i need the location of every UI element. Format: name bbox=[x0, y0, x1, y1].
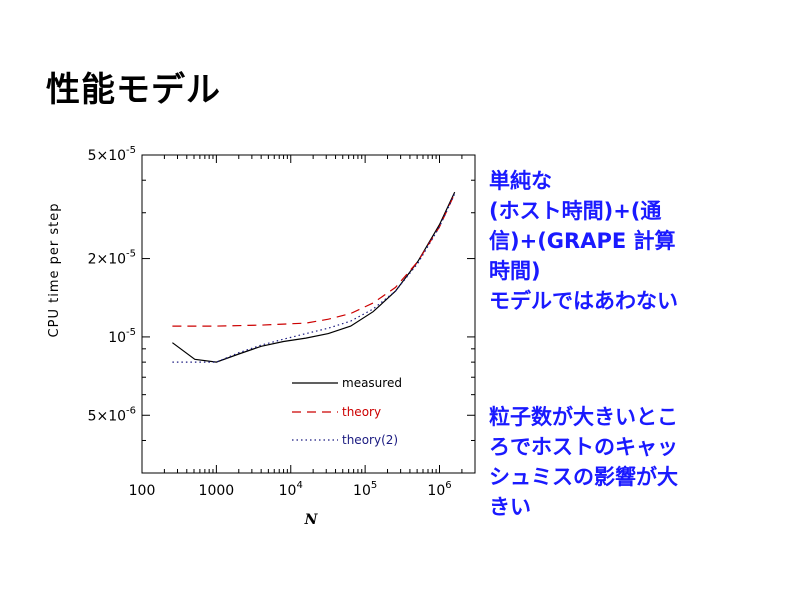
legend-label: measured bbox=[342, 376, 402, 390]
legend-label: theory(2) bbox=[342, 433, 398, 447]
series-measured-line bbox=[172, 191, 456, 363]
y-tick-label: 5×10-5 bbox=[88, 145, 136, 164]
x-tick-label: 104 bbox=[279, 480, 303, 499]
x-tick-label: 106 bbox=[427, 480, 451, 499]
series-lines bbox=[172, 191, 456, 363]
x-tick-label: 105 bbox=[353, 480, 377, 499]
x-axis-label: N bbox=[304, 512, 319, 528]
series-theory(2)-line bbox=[172, 193, 456, 363]
note-model-mismatch: 単純な (ホスト時間)+(通 信)+(GRAPE 計算 時間) モデルではあわな… bbox=[489, 169, 678, 313]
legend: measured theory theory(2) bbox=[292, 376, 402, 447]
plot-frame bbox=[141, 154, 476, 474]
legend-label: theory bbox=[342, 405, 381, 419]
y-tick-label: 5×10-6 bbox=[88, 405, 136, 424]
x-tick-label: 100 bbox=[129, 483, 156, 499]
tick-marks bbox=[141, 154, 476, 474]
series-theory-line bbox=[172, 193, 456, 327]
note-cache-miss: 粒子数が大きいとこ ろでホストのキャッ シュミスの影響が大 きい bbox=[489, 405, 678, 519]
y-axis-label: CPU time per step bbox=[47, 203, 62, 338]
slide-title: 性能モデル bbox=[46, 70, 221, 110]
tick-labels: 100 1000 104 105 106 5×10-6 10-5 2×10-5 5×10-5 bbox=[88, 145, 452, 499]
x-tick-label: 1000 bbox=[199, 483, 235, 499]
y-tick-label: 10-5 bbox=[108, 327, 136, 346]
y-tick-label: 2×10-5 bbox=[88, 249, 136, 268]
